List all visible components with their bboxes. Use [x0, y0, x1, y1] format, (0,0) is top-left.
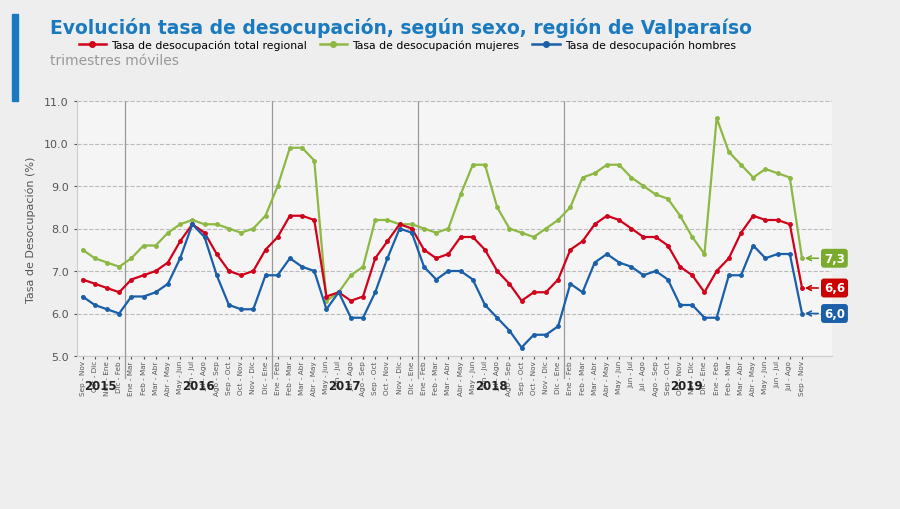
Text: Evolución tasa de desocupación, según sexo, región de Valparaíso: Evolución tasa de desocupación, según se… — [50, 18, 751, 38]
Text: 2019: 2019 — [670, 380, 703, 392]
Text: 6,0: 6,0 — [806, 307, 845, 320]
Text: 2016: 2016 — [182, 380, 215, 392]
Text: 6,6: 6,6 — [806, 282, 845, 295]
Legend: Tasa de desocupación total regional, Tasa de desocupación mujeres, Tasa de desoc: Tasa de desocupación total regional, Tas… — [75, 36, 741, 55]
Y-axis label: Tasa de Desocupación (%): Tasa de Desocupación (%) — [25, 156, 36, 302]
Text: trimestres móviles: trimestres móviles — [50, 53, 178, 67]
Text: 2018: 2018 — [475, 380, 508, 392]
Text: 2017: 2017 — [328, 380, 361, 392]
Text: 2015: 2015 — [85, 380, 117, 392]
Text: 7,3: 7,3 — [806, 252, 845, 265]
